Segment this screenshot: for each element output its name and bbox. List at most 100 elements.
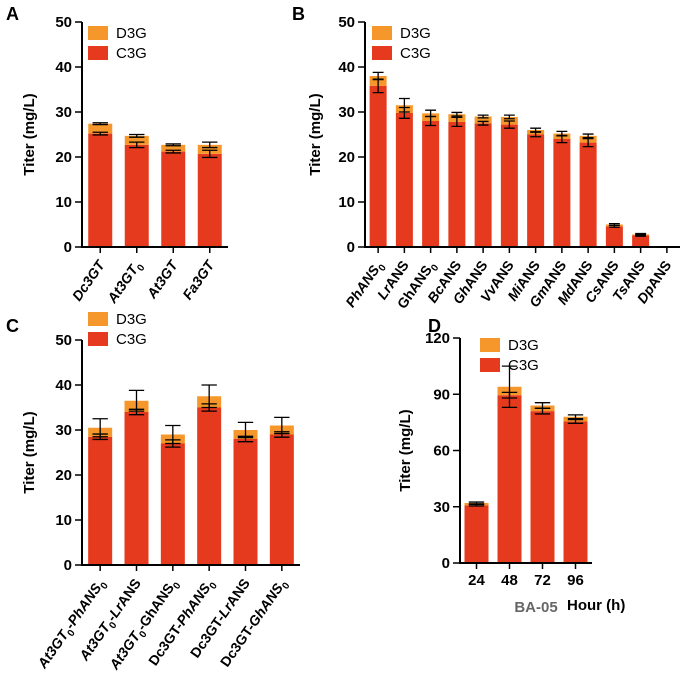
- error-bar-d3g-96: [567, 414, 584, 420]
- y-tick-label: 30: [55, 104, 72, 121]
- bar-c3g-Dc3GT-LrANS: [233, 439, 258, 565]
- x-tick-label-part: 48: [501, 572, 518, 589]
- error-bar-d3g-At3GT0-GhANS0: [165, 424, 181, 445]
- x-tick-label-part: Fa3GT: [179, 256, 218, 302]
- bar-c3g-96: [563, 421, 588, 563]
- strain-label: BA-05: [514, 599, 557, 616]
- error-bar-d3g-At3GT0-LrANS: [128, 389, 145, 412]
- error-bar-c3g-Dc3GT: [92, 131, 108, 136]
- bar-c3g-24: [464, 505, 489, 563]
- y-tick-label: 10: [55, 512, 72, 529]
- y-tick-label: 40: [338, 59, 355, 76]
- error-bar-d3g-24: [468, 501, 485, 505]
- y-tick-label: 20: [338, 149, 355, 166]
- y-axis-label: Titer (mg/L): [397, 409, 414, 491]
- axes: [364, 22, 680, 248]
- error-bar-c3g-MdANS: [582, 137, 594, 148]
- x-tick-label-24: 24: [468, 572, 485, 589]
- error-bar-c3g-Fa3GT: [202, 149, 218, 159]
- x-tick-label-part: 0: [280, 580, 292, 591]
- y-axis-label: Titer (mg/L): [21, 93, 38, 175]
- y-tick-label: 120: [425, 330, 450, 347]
- error-bar-d3g-At3GT0-PhANS0: [92, 418, 108, 438]
- error-bar-d3g-At3GT0: [129, 133, 145, 138]
- bar-c3g-Dc3GT: [88, 133, 113, 247]
- y-tick-label: 0: [347, 239, 355, 256]
- y-tick-label: 10: [338, 194, 355, 211]
- error-bar-d3g-GhANS: [477, 114, 489, 119]
- bar-c3g-At3GT0-GhANS0: [160, 443, 185, 565]
- x-tick-label-At3GT: At3GT: [143, 256, 182, 302]
- y-tick-label: 40: [55, 59, 72, 76]
- error-bar-d3g-CsANS: [608, 222, 620, 227]
- legend-swatch-c3g: [372, 46, 392, 60]
- bar-c3g-MdANS: [579, 142, 597, 247]
- error-bar-d3g-Dc3GT-GhANS0: [274, 416, 290, 435]
- y-tick-label: 50: [55, 14, 72, 31]
- error-bar-d3g-Dc3GT: [92, 122, 108, 126]
- error-bar-c3g-GhANS: [477, 120, 489, 126]
- error-bar-d3g-Dc3GT-LrANS: [237, 421, 254, 439]
- bar-c3g-PhANS0: [369, 85, 387, 248]
- error-bar-d3g-At3GT: [165, 143, 181, 147]
- error-bar-c3g-At3GT0: [129, 141, 145, 149]
- y-tick-label: 0: [64, 239, 72, 256]
- legend-swatch-d3g: [480, 338, 500, 352]
- legend-swatch-d3g: [88, 312, 108, 326]
- legend-swatch-d3g: [372, 26, 392, 40]
- bar-c3g-LrANS: [395, 112, 413, 248]
- y-tick-label: 50: [55, 332, 72, 349]
- legend-swatch-c3g: [480, 358, 500, 372]
- error-bar-c3g-96: [567, 418, 584, 424]
- bar-c3g-Dc3GT-PhANS0: [197, 407, 222, 565]
- legend-label-d3g: D3G: [508, 337, 539, 354]
- error-bar-d3g-48: [501, 365, 518, 409]
- error-bar-d3g-GmANS: [556, 130, 568, 137]
- bar-c3g-At3GT: [161, 151, 186, 247]
- axes: [81, 22, 228, 248]
- bar-c3g-VvANS: [500, 124, 518, 247]
- y-tick-label: 30: [55, 422, 72, 439]
- x-tick-label-part: 0: [208, 580, 220, 591]
- legend-label-d3g: D3G: [116, 311, 147, 328]
- bar-c3g-At3GT0-LrANS: [124, 412, 149, 565]
- x-tick-label-part: Ts: [609, 282, 631, 304]
- x-tick-label-part: ANS: [223, 576, 253, 609]
- x-tick-label-part: PhANS: [342, 262, 383, 311]
- bar-c3g-BcANS: [448, 121, 466, 247]
- bar-c3g-At3GT0: [124, 144, 149, 247]
- x-tick-label-Dc3GT-GhANS0: Dc3GT-GhANS0: [217, 575, 293, 672]
- error-bar-d3g-GhANS0: [425, 109, 437, 118]
- error-bar-d3g-LrANS: [398, 97, 410, 113]
- legend-label-c3g: C3G: [400, 45, 431, 62]
- y-tick-label: 0: [442, 555, 450, 572]
- error-bar-d3g-Fa3GT: [202, 141, 218, 149]
- error-bar-d3g-BcANS: [451, 111, 463, 117]
- x-tick-label-part: 0: [171, 580, 183, 591]
- y-tick-label: 30: [338, 104, 355, 121]
- y-tick-label: 50: [338, 14, 355, 31]
- x-tick-label-At3GT0: At3GT0: [103, 257, 147, 309]
- legend-label-d3g: D3G: [116, 25, 147, 42]
- x-tick-label-72: 72: [534, 572, 551, 589]
- legend-label-d3g: D3G: [400, 25, 431, 42]
- legend-swatch-d3g: [88, 26, 108, 40]
- x-tick-label-part: 0: [429, 262, 441, 273]
- y-tick-label: 60: [433, 443, 450, 460]
- bar-c3g-TsANS: [632, 235, 650, 247]
- bar-c3g-48: [497, 395, 522, 563]
- bar-c3g-72: [530, 411, 555, 563]
- x-tick-label-48: 48: [501, 572, 518, 589]
- x-tick-label-part: 0: [377, 262, 389, 273]
- legend-swatch-c3g: [88, 46, 108, 60]
- error-bar-d3g-PhANS0: [372, 71, 384, 81]
- error-bar-d3g-Dc3GT-PhANS0: [201, 384, 217, 409]
- x-tick-label-part: 0: [66, 628, 78, 639]
- error-bar-d3g-MdANS: [582, 133, 594, 139]
- panel-d: D Titer (mg/L) 0 30 60 90 120 24 48 72 96 D3G C3G BA-…: [397, 316, 625, 616]
- x-tick-label-part: 72: [534, 572, 551, 589]
- y-tick-label: 20: [55, 149, 72, 166]
